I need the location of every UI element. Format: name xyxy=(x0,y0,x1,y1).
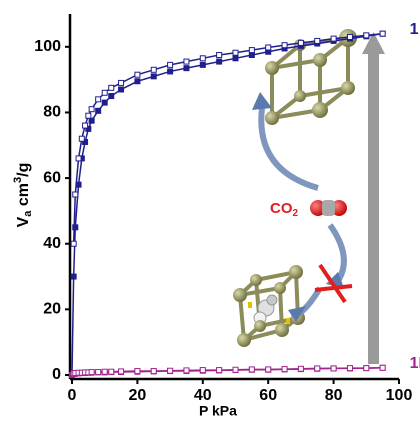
annotation-sub: 2 xyxy=(293,208,299,219)
x-tick-label: 40 xyxy=(194,387,212,404)
data-point xyxy=(233,50,238,55)
data-point xyxy=(233,367,238,372)
data-point xyxy=(135,72,140,77)
annotation: CO2 xyxy=(270,200,299,219)
data-point xyxy=(380,365,385,370)
data-point xyxy=(282,367,287,372)
data-point xyxy=(86,113,91,118)
data-point xyxy=(249,53,254,58)
data-point xyxy=(102,100,107,105)
block-cross xyxy=(315,265,352,302)
data-point xyxy=(217,368,222,373)
data-point xyxy=(151,67,156,72)
data-point xyxy=(298,40,303,45)
x-tick-label: 100 xyxy=(386,387,413,404)
y-label-part: /g xyxy=(15,163,32,177)
data-point xyxy=(76,156,81,161)
data-point xyxy=(79,136,84,141)
data-point xyxy=(119,87,124,92)
data-point xyxy=(364,33,369,38)
y-tick-label: 20 xyxy=(43,301,61,318)
data-point xyxy=(96,108,101,113)
data-point xyxy=(71,241,76,246)
data-point xyxy=(200,56,205,61)
data-point xyxy=(233,56,238,61)
data-point xyxy=(266,367,271,372)
data-point xyxy=(184,66,189,71)
y-tick-label: 80 xyxy=(43,104,61,121)
page: {"chart_data": {"type": "line", "x_label… xyxy=(0,0,420,422)
x-tick-label: 0 xyxy=(68,387,77,404)
data-point xyxy=(168,62,173,67)
data-point xyxy=(102,90,107,95)
x-axis-label: P kPa xyxy=(199,403,237,419)
data-point xyxy=(109,94,114,99)
data-point xyxy=(282,43,287,48)
data-point xyxy=(168,69,173,74)
data-point xyxy=(298,366,303,371)
data-point xyxy=(347,366,352,371)
series-label: 1H xyxy=(410,355,420,372)
data-point xyxy=(89,118,94,123)
data-point xyxy=(249,48,254,53)
data-point xyxy=(109,85,114,90)
data-point xyxy=(315,38,320,43)
x-tick-label: 60 xyxy=(259,387,277,404)
data-point xyxy=(315,366,320,371)
data-point xyxy=(200,368,205,373)
data-point xyxy=(102,369,107,374)
data-point xyxy=(73,192,78,197)
data-point xyxy=(135,369,140,374)
data-point xyxy=(266,45,271,50)
data-point xyxy=(217,59,222,64)
data-point xyxy=(184,59,189,64)
data-point xyxy=(331,366,336,371)
data-point xyxy=(200,62,205,67)
data-point xyxy=(184,368,189,373)
data-point xyxy=(119,369,124,374)
gray-arrow xyxy=(362,32,385,364)
y-tick-label: 100 xyxy=(34,38,61,55)
data-point xyxy=(96,370,101,375)
data-point xyxy=(135,79,140,84)
data-point xyxy=(83,123,88,128)
data-point xyxy=(71,274,76,279)
chart: CO2 Va cm3/g P kPa 0 20 40 60 80 100 0 20 40 60 80… xyxy=(0,0,420,422)
data-point xyxy=(89,370,94,375)
x-tick-label: 80 xyxy=(325,387,343,404)
data-point xyxy=(168,368,173,373)
y-axis-label: Va cm3/g xyxy=(12,163,34,228)
data-point xyxy=(151,74,156,79)
data-point xyxy=(89,107,94,112)
data-point xyxy=(331,36,336,41)
annotation-main: CO xyxy=(270,200,293,217)
data-point xyxy=(96,97,101,102)
series-label: 1 xyxy=(410,21,419,38)
data-point xyxy=(217,53,222,58)
data-point xyxy=(380,31,385,36)
data-point xyxy=(249,367,254,372)
y-tick-label: 40 xyxy=(43,235,61,252)
data-point xyxy=(109,369,114,374)
y-tick-label: 60 xyxy=(43,169,61,186)
co2-molecule xyxy=(310,200,347,216)
y-label-part: V xyxy=(15,216,32,227)
data-point xyxy=(347,34,352,39)
data-point xyxy=(364,366,369,371)
data-point xyxy=(151,369,156,374)
x-tick-label: 20 xyxy=(129,387,147,404)
data-point xyxy=(119,80,124,85)
y-tick-label: 0 xyxy=(52,366,61,383)
y-label-part: cm xyxy=(15,183,32,211)
